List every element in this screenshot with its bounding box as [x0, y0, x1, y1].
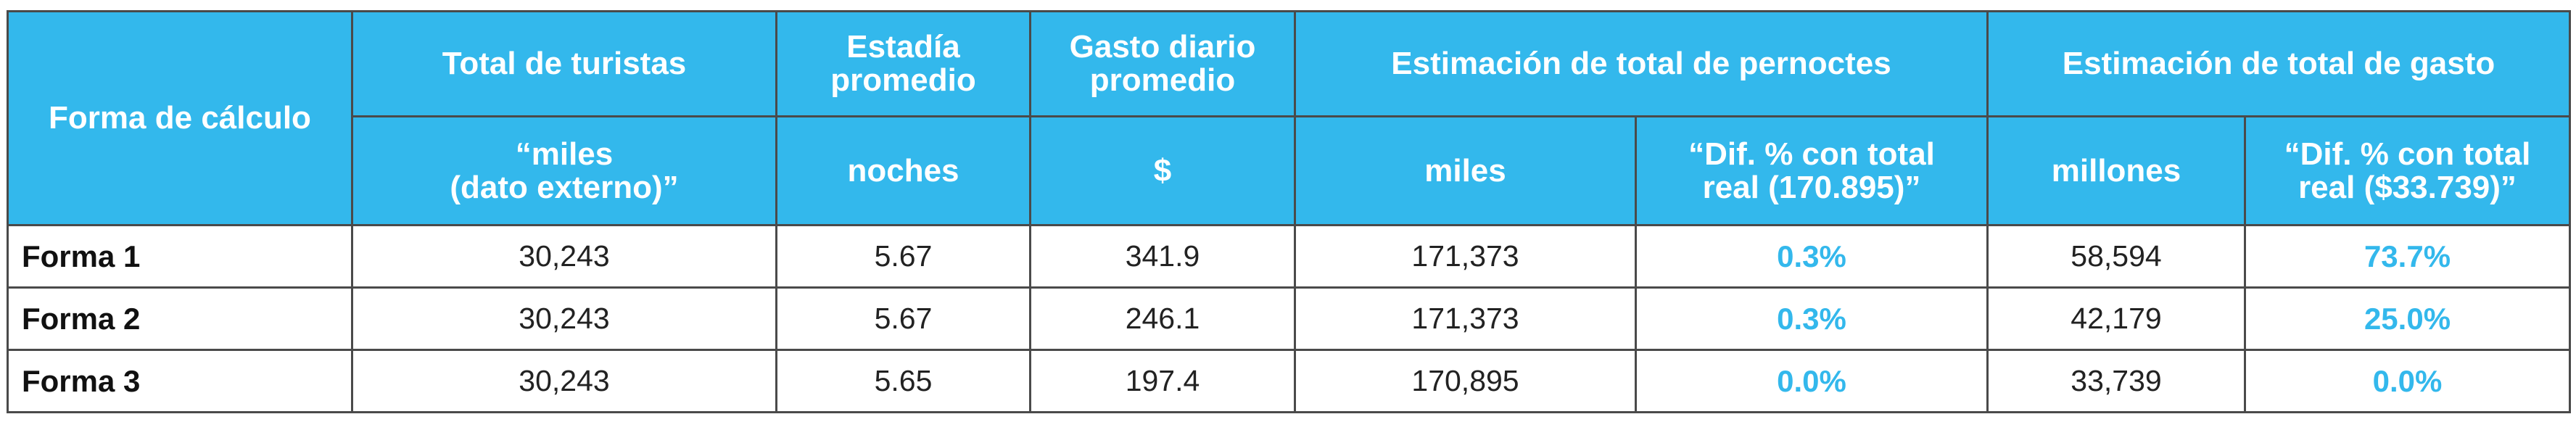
cell-estadia: 5.65 [775, 349, 1031, 413]
subheader-gasto-dif: “Dif. % con total real ($33.739)” [2244, 115, 2571, 226]
subheader-turistas-unit: “miles (dato externo)” [351, 115, 777, 226]
header-gasto-diario-promedio: Gasto diario promedio [1029, 10, 1296, 117]
cell-total-gasto: 33,739 [1986, 349, 2246, 413]
header-forma-de-calculo: Forma de cálculo [7, 10, 353, 226]
cell-gasto-diario: 341.9 [1029, 224, 1296, 289]
subheader-gasto-total-unit: millones [1986, 115, 2246, 226]
cell-turistas: 30,243 [351, 286, 777, 351]
cell-gasto-dif: 25.0% [2244, 286, 2571, 351]
cell-pernoctes: 170,895 [1294, 349, 1637, 413]
header-total-turistas: Total de turistas [351, 10, 777, 117]
cell-estadia: 5.67 [775, 224, 1031, 289]
cell-gasto-diario: 197.4 [1029, 349, 1296, 413]
row-label: Forma 2 [7, 286, 353, 351]
table-row: Forma 3 30,243 5.65 197.4 170,895 0.0% 3… [7, 349, 2571, 413]
table-row: Forma 2 30,243 5.67 246.1 171,373 0.3% 4… [7, 286, 2571, 351]
cell-pernoctes-dif: 0.0% [1635, 349, 1989, 413]
cell-pernoctes: 171,373 [1294, 224, 1637, 289]
subheader-estadia-unit: noches [775, 115, 1031, 226]
cell-total-gasto: 42,179 [1986, 286, 2246, 351]
cell-turistas: 30,243 [351, 224, 777, 289]
header-estimacion-pernoctes: Estimación de total de pernoctes [1294, 10, 1989, 117]
subheader-pernoctes-unit: miles [1294, 115, 1637, 226]
table-row: Forma 1 30,243 5.67 341.9 171,373 0.3% 5… [7, 224, 2571, 289]
cell-gasto-dif: 73.7% [2244, 224, 2571, 289]
header-estadia-promedio: Estadía promedio [775, 10, 1031, 117]
results-table: Forma de cálculo Total de turistas Estad… [7, 10, 2571, 413]
row-label: Forma 3 [7, 349, 353, 413]
cell-total-gasto: 58,594 [1986, 224, 2246, 289]
cell-gasto-diario: 246.1 [1029, 286, 1296, 351]
cell-turistas: 30,243 [351, 349, 777, 413]
cell-pernoctes-dif: 0.3% [1635, 286, 1989, 351]
subheader-gasto-unit: $ [1029, 115, 1296, 226]
subheader-pernoctes-dif: “Dif. % con total real (170.895)” [1635, 115, 1989, 226]
cell-gasto-dif: 0.0% [2244, 349, 2571, 413]
cell-pernoctes: 171,373 [1294, 286, 1637, 351]
header-estimacion-gasto: Estimación de total de gasto [1986, 10, 2571, 117]
row-label: Forma 1 [7, 224, 353, 289]
cell-pernoctes-dif: 0.3% [1635, 224, 1989, 289]
cell-estadia: 5.67 [775, 286, 1031, 351]
